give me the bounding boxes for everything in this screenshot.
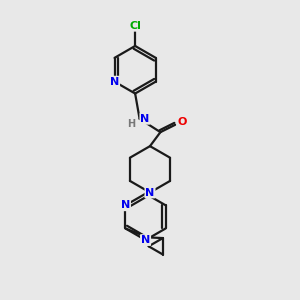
- Text: H: H: [127, 119, 135, 129]
- Text: N: N: [146, 188, 154, 197]
- Text: N: N: [141, 235, 150, 245]
- Text: Cl: Cl: [129, 21, 141, 31]
- Text: O: O: [177, 117, 187, 127]
- Text: N: N: [140, 114, 150, 124]
- Text: N: N: [110, 76, 119, 87]
- Text: N: N: [121, 200, 130, 210]
